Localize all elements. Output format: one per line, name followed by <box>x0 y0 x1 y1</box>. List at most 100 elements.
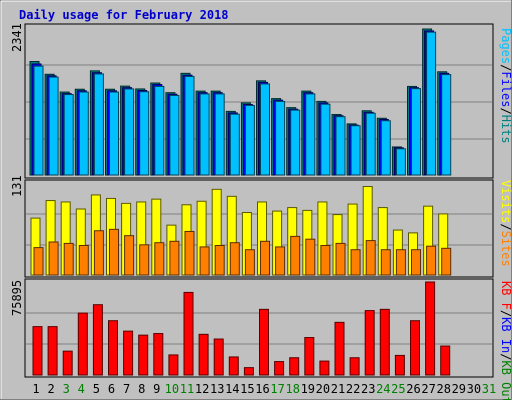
side-legend-kb-in: KB In <box>499 317 512 353</box>
bar-pages-day-22 <box>350 125 361 176</box>
panel-top-side-label: Pages/Files/Hits <box>499 28 512 144</box>
x-tick-label-day-20: 20 <box>316 382 330 396</box>
panel-top-bars <box>29 28 452 176</box>
x-tick-label-day-27: 27 <box>421 382 435 396</box>
bar-kb-f-day-21 <box>334 321 345 376</box>
bar-kb-f-day-23 <box>364 310 375 376</box>
side-legend-separator: / <box>499 223 512 230</box>
bar-sites-day-4 <box>78 245 89 276</box>
x-tick-label-day-25: 25 <box>391 382 405 396</box>
x-tick-label-day-12: 12 <box>195 382 209 396</box>
side-legend-separator: / <box>499 353 512 360</box>
x-tick-label-day-4: 4 <box>78 382 85 396</box>
bar-sites-day-27 <box>426 245 437 276</box>
bar-kb-f-day-28 <box>440 345 451 376</box>
bar-kb-f-day-19 <box>304 337 315 376</box>
x-tick-label-day-28: 28 <box>436 382 450 396</box>
bar-sites-day-10 <box>169 240 180 276</box>
x-tick-label-day-7: 7 <box>123 382 130 396</box>
x-tick-label-day-31: 31 <box>482 382 496 396</box>
bar-pages-day-19 <box>305 93 316 176</box>
x-tick-label-day-10: 10 <box>165 382 179 396</box>
bar-sites-day-24 <box>380 249 391 276</box>
bar-sites-day-2 <box>48 241 59 276</box>
bar-kb-f-day-25 <box>394 354 405 376</box>
bar-sites-day-7 <box>124 235 135 276</box>
bar-kb-f-day-11 <box>183 291 194 376</box>
bar-pages-day-4 <box>78 91 89 176</box>
bar-pages-day-15 <box>244 104 255 176</box>
bar-pages-day-18 <box>290 109 301 176</box>
bar-kb-f-day-16 <box>259 308 269 376</box>
bar-sites-day-28 <box>441 247 452 276</box>
bar-sites-day-6 <box>109 228 119 276</box>
bar-sites-day-11 <box>184 230 195 276</box>
x-tick-label-day-23: 23 <box>361 382 375 396</box>
bar-sites-day-25 <box>395 249 406 276</box>
side-legend-hits: Hits <box>499 115 512 144</box>
bar-sites-day-18 <box>290 235 301 276</box>
panel-middle-ymax-label: 131 <box>10 175 24 197</box>
bar-pages-day-6 <box>109 91 119 176</box>
bar-sites-day-23 <box>365 240 376 276</box>
x-tick-label-day-21: 21 <box>331 382 345 396</box>
bar-pages-day-2 <box>48 76 59 176</box>
side-legend-files: Files <box>499 71 512 107</box>
bar-sites-day-19 <box>305 238 316 276</box>
bar-pages-day-28 <box>441 74 452 176</box>
x-tick-label-day-30: 30 <box>467 382 481 396</box>
bar-pages-day-16 <box>260 83 270 176</box>
x-tick-label-day-22: 22 <box>346 382 360 396</box>
panel-middle-side-label: Visits/Sites <box>499 180 512 267</box>
bar-pages-day-9 <box>154 85 165 176</box>
bar-pages-day-10 <box>169 94 180 176</box>
bar-kb-f-day-26 <box>410 320 420 376</box>
panel-middle-bars <box>30 186 452 276</box>
bar-pages-day-13 <box>214 93 225 176</box>
bar-pages-day-20 <box>320 103 331 176</box>
x-tick-label-day-18: 18 <box>285 382 299 396</box>
panel-bottom-ymax-label: 75895 <box>10 280 24 316</box>
bar-kb-f-day-24 <box>379 308 390 376</box>
bar-kb-f-day-17 <box>274 361 285 376</box>
panel-bottom-side-label: KB F/KB In/KB Out <box>499 281 512 400</box>
bar-pages-day-14 <box>229 113 240 176</box>
chart-title: Daily usage for February 2018 <box>19 8 229 22</box>
x-tick-label-day-9: 9 <box>153 382 160 396</box>
x-tick-label-day-26: 26 <box>406 382 420 396</box>
bar-pages-day-5 <box>93 73 104 176</box>
bar-sites-day-22 <box>350 249 361 276</box>
bar-kb-f-day-1 <box>32 326 43 376</box>
bar-kb-f-day-15 <box>243 367 254 376</box>
side-legend-separator: / <box>499 64 512 71</box>
bar-sites-day-5 <box>93 230 104 276</box>
bar-sites-day-16 <box>260 240 270 276</box>
bar-pages-day-27 <box>426 31 437 176</box>
bar-sites-day-12 <box>199 246 210 276</box>
bar-sites-day-15 <box>244 249 255 276</box>
bar-pages-day-17 <box>275 100 286 176</box>
bar-sites-day-21 <box>335 242 346 276</box>
bar-kb-f-day-27 <box>425 281 436 376</box>
side-legend-pages: Pages <box>499 28 512 64</box>
bar-pages-day-24 <box>380 120 391 176</box>
side-legend-visits: Visits <box>499 180 512 223</box>
x-tick-label-day-8: 8 <box>138 382 145 396</box>
bar-kb-f-day-22 <box>349 357 360 376</box>
bar-pages-day-1 <box>33 65 44 176</box>
x-tick-label-day-29: 29 <box>452 382 466 396</box>
x-tick-label-day-1: 1 <box>32 382 39 396</box>
bar-kb-f-day-12 <box>198 333 209 376</box>
bar-kb-f-day-9 <box>153 333 164 376</box>
bar-kb-f-day-14 <box>228 356 239 376</box>
x-tick-label-day-5: 5 <box>93 382 100 396</box>
bar-kb-f-day-5 <box>92 304 103 376</box>
bar-kb-f-day-10 <box>168 354 179 376</box>
x-tick-label-day-19: 19 <box>301 382 315 396</box>
bar-sites-day-14 <box>229 242 240 276</box>
bar-sites-day-20 <box>320 245 331 276</box>
bar-pages-day-11 <box>184 75 195 176</box>
x-tick-label-day-15: 15 <box>240 382 254 396</box>
side-legend-separator: / <box>499 310 512 317</box>
bar-pages-day-7 <box>124 88 135 176</box>
